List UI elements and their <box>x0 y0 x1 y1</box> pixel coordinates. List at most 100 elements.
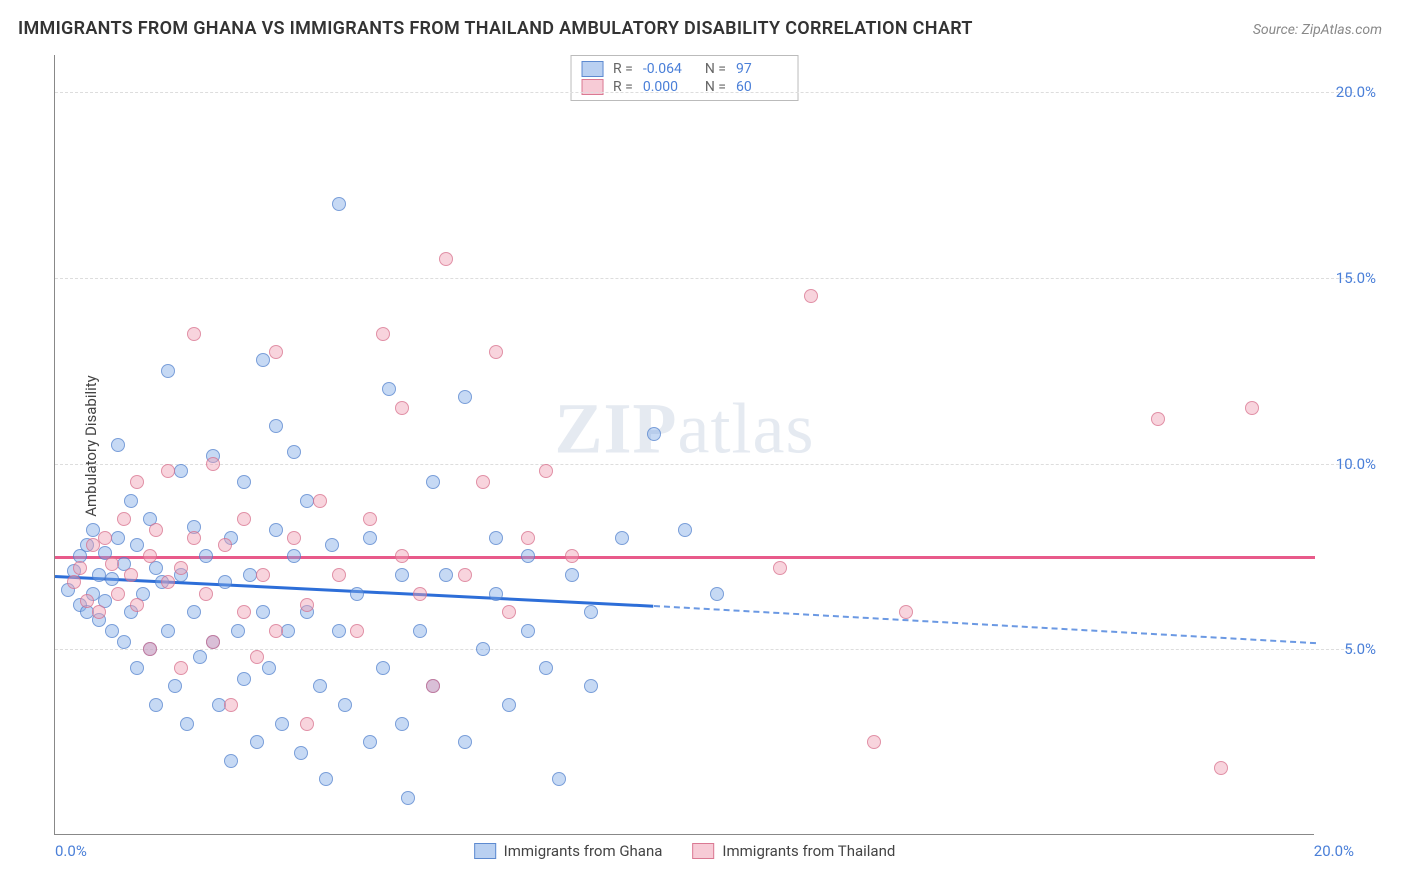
r-label: R = <box>613 61 633 77</box>
data-point <box>180 717 194 731</box>
data-point <box>350 624 364 638</box>
data-point <box>615 531 629 545</box>
data-point <box>489 587 503 601</box>
data-point <box>250 735 264 749</box>
data-point <box>92 605 106 619</box>
regression-dash-s1 <box>653 605 1315 644</box>
swatch-s1 <box>581 61 603 77</box>
data-point <box>161 575 175 589</box>
data-point <box>105 624 119 638</box>
data-point <box>67 575 81 589</box>
data-point <box>218 538 232 552</box>
data-point <box>161 624 175 638</box>
data-point <box>521 549 535 563</box>
data-point <box>773 561 787 575</box>
data-point <box>363 531 377 545</box>
data-point <box>174 661 188 675</box>
data-point <box>401 791 415 805</box>
data-point <box>262 661 276 675</box>
data-point <box>502 698 516 712</box>
data-point <box>552 772 566 786</box>
data-point <box>187 605 201 619</box>
data-point <box>413 624 427 638</box>
data-point <box>86 538 100 552</box>
data-point <box>325 538 339 552</box>
legend-item-s1: Immigrants from Ghana <box>474 842 663 860</box>
data-point <box>476 642 490 656</box>
data-point <box>199 549 213 563</box>
data-point <box>332 197 346 211</box>
legend-label: Immigrants from Thailand <box>722 842 895 860</box>
data-point <box>256 605 270 619</box>
gridline <box>55 464 1354 465</box>
x-tick-label: 20.0% <box>1314 842 1354 860</box>
data-point <box>413 587 427 601</box>
data-point <box>678 523 692 537</box>
data-point <box>382 382 396 396</box>
data-point <box>502 605 516 619</box>
data-point <box>224 698 238 712</box>
data-point <box>710 587 724 601</box>
data-point <box>1214 761 1228 775</box>
legend-swatch-s1 <box>474 843 496 859</box>
data-point <box>395 549 409 563</box>
data-point <box>275 717 289 731</box>
data-point <box>584 679 598 693</box>
data-point <box>237 512 251 526</box>
data-point <box>149 698 163 712</box>
data-point <box>294 746 308 760</box>
data-point <box>521 624 535 638</box>
data-point <box>269 345 283 359</box>
data-point <box>168 679 182 693</box>
data-point <box>237 605 251 619</box>
n-label: N = <box>705 61 726 77</box>
data-point <box>300 717 314 731</box>
data-point <box>458 390 472 404</box>
data-point <box>565 549 579 563</box>
data-point <box>124 568 138 582</box>
data-point <box>899 605 913 619</box>
data-point <box>363 512 377 526</box>
n-value: 97 <box>736 61 788 77</box>
data-point <box>143 549 157 563</box>
data-point <box>489 345 503 359</box>
data-point <box>117 635 131 649</box>
data-point <box>269 419 283 433</box>
data-point <box>130 475 144 489</box>
gridline <box>55 92 1354 93</box>
watermark: ZIPatlas <box>555 387 815 470</box>
data-point <box>319 772 333 786</box>
data-point <box>363 735 377 749</box>
data-point <box>1151 412 1165 426</box>
data-point <box>426 679 440 693</box>
y-tick-label: 15.0% <box>1336 269 1376 287</box>
data-point <box>313 494 327 508</box>
data-point <box>647 427 661 441</box>
x-tick-label: 0.0% <box>55 842 87 860</box>
data-point <box>250 650 264 664</box>
legend-item-s2: Immigrants from Thailand <box>692 842 895 860</box>
data-point <box>489 531 503 545</box>
source-label: Source: ZipAtlas.com <box>1253 22 1382 38</box>
data-point <box>256 353 270 367</box>
data-point <box>193 650 207 664</box>
data-point <box>206 635 220 649</box>
data-point <box>539 464 553 478</box>
bottom-legend: Immigrants from Ghana Immigrants from Tha… <box>474 842 896 860</box>
data-point <box>218 575 232 589</box>
data-point <box>539 661 553 675</box>
y-tick-label: 10.0% <box>1336 455 1376 473</box>
y-tick-label: 20.0% <box>1336 83 1376 101</box>
data-point <box>206 457 220 471</box>
data-point <box>395 717 409 731</box>
data-point <box>332 568 346 582</box>
data-point <box>80 594 94 608</box>
data-point <box>105 572 119 586</box>
data-point <box>269 523 283 537</box>
gridline <box>55 278 1354 279</box>
data-point <box>149 523 163 537</box>
data-point <box>111 587 125 601</box>
data-point <box>350 587 364 601</box>
data-point <box>187 531 201 545</box>
regression-line-s2 <box>55 556 1315 559</box>
